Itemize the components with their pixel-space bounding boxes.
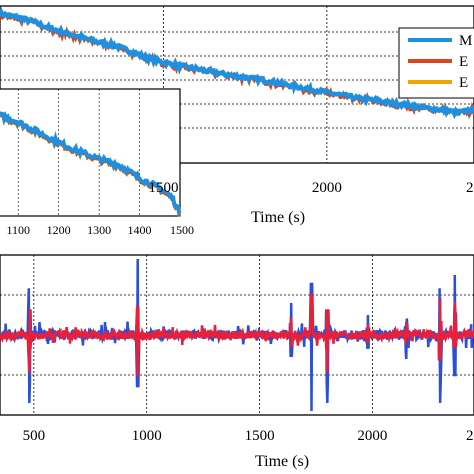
inset-x-tick-label: 1500 <box>170 223 194 237</box>
inset-x-tick-label: 1300 <box>87 223 111 237</box>
bottom-x-tick-label: 2 <box>466 428 474 444</box>
series-M <box>0 6 474 120</box>
bottom-chart: 500 1000 1500 2000 2 Time (s) <box>0 254 474 470</box>
top-x-tick-label: 2 <box>466 180 474 196</box>
inset-frame <box>0 88 181 217</box>
bottom-x-tick-label: 1500 <box>245 428 275 444</box>
inset-x-tick-label: 1100 <box>6 223 30 237</box>
inset-grid <box>17 89 181 216</box>
legend-entry-3: E <box>459 75 468 91</box>
legend-entry-2: E <box>459 54 468 70</box>
top-series <box>0 6 474 120</box>
inset-x-tick-label: 1200 <box>47 223 71 237</box>
inset-x-ticks: 1100 1200 1300 1400 1500 <box>6 223 194 237</box>
inset-chart: 1100 1200 1300 1400 1500 <box>0 88 194 237</box>
bottom-x-tick-label: 500 <box>23 428 46 444</box>
top-chart: M E E 1100 1200 1300 1400 1500 1500 2000 2 Tim… <box>0 5 474 237</box>
inset-series-blue <box>0 111 182 216</box>
bottom-x-tick-label: 1000 <box>132 428 162 444</box>
top-x-tick-label: 1500 <box>148 180 178 196</box>
legend: M E E <box>398 27 474 99</box>
bottom-x-tick-label: 2000 <box>357 428 387 444</box>
bottom-series <box>0 258 474 412</box>
inset-series <box>0 111 182 217</box>
top-x-ticks: 1500 2000 2 <box>148 180 473 196</box>
bottom-series-red <box>0 293 474 377</box>
bottom-x-axis-label: Time (s) <box>255 453 309 470</box>
top-x-axis-label: Time (s) <box>251 209 305 226</box>
top-x-tick-label: 2000 <box>312 180 342 196</box>
inset-x-tick-label: 1400 <box>128 223 152 237</box>
bottom-x-ticks: 500 1000 1500 2000 2 <box>23 428 474 444</box>
legend-entry-1: M <box>459 33 472 49</box>
